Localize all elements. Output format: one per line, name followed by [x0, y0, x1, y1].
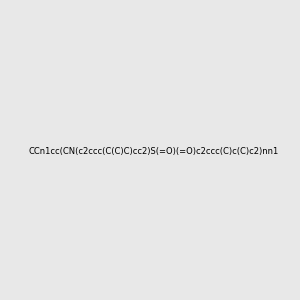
Text: CCn1cc(CN(c2ccc(C(C)C)cc2)S(=O)(=O)c2ccc(C)c(C)c2)nn1: CCn1cc(CN(c2ccc(C(C)C)cc2)S(=O)(=O)c2ccc… — [28, 147, 279, 156]
